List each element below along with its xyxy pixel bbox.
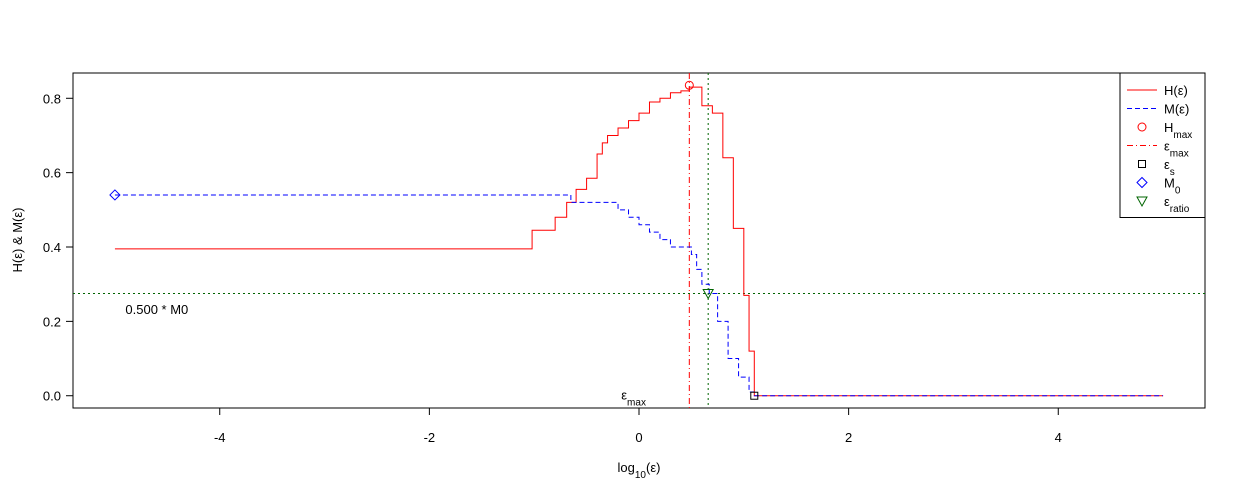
x-tick-label: 4 — [1055, 430, 1062, 445]
series-line — [114, 86, 1164, 397]
legend-label-main: ε — [1164, 194, 1170, 209]
y-tick-label: 0.8 — [43, 91, 61, 106]
legend-box — [1119, 72, 1206, 218]
legend-label-main: H(ε) — [1164, 83, 1188, 98]
legend-label: εmax — [1164, 139, 1189, 160]
legend-label-main: M(ε) — [1164, 102, 1189, 117]
legend-label-main: ε — [1164, 157, 1170, 172]
legend-label: εs — [1164, 157, 1175, 178]
legend-label-sub: s — [1170, 167, 1175, 178]
annotation-main: ε — [621, 388, 627, 403]
annotation-sub: max — [627, 397, 646, 408]
legend-swatch — [1136, 176, 1148, 189]
legend-label: M0 — [1164, 176, 1181, 197]
legend-swatch — [1137, 122, 1147, 132]
legend-label-sub: max — [1173, 130, 1192, 141]
x-axis-label-sub: 10 — [635, 470, 647, 481]
y-tick-label: 0.4 — [43, 240, 61, 255]
marker — [109, 189, 121, 201]
y-axis-label: H(ε) & M(ε) — [10, 207, 25, 272]
x-tick-label: -4 — [214, 430, 226, 445]
x-axis-label-main: log — [618, 460, 635, 475]
legend-label: H(ε) — [1164, 83, 1188, 98]
marker — [684, 80, 694, 90]
y-tick-label: 0.0 — [43, 389, 61, 404]
x-tick-label: -2 — [424, 430, 436, 445]
legend-label-sub: 0 — [1175, 185, 1181, 196]
series-line — [114, 194, 1164, 397]
legend-label-main: ε — [1164, 139, 1170, 154]
x-axis-label-tail: (ε) — [646, 460, 660, 475]
legend-label-main: H — [1164, 120, 1173, 135]
legend-label-sub: max — [1170, 148, 1189, 159]
marker — [750, 391, 759, 400]
marker — [702, 288, 715, 300]
x-tick-label: 0 — [635, 430, 642, 445]
legend-label-sub: ratio — [1170, 204, 1190, 215]
legend-label: εratio — [1164, 194, 1190, 215]
annotation: εmax — [621, 388, 646, 409]
legend-swatch — [1138, 160, 1146, 168]
x-axis-label: log10(ε) — [618, 460, 661, 481]
annotation-main: 0.500 * M0 — [125, 302, 188, 317]
legend-swatch — [1136, 196, 1148, 208]
plot-frame — [72, 72, 1206, 409]
annotation: 0.500 * M0 — [125, 302, 188, 317]
legend-label: M(ε) — [1164, 102, 1189, 117]
legend-label-main: M — [1164, 176, 1175, 191]
y-tick-label: 0.6 — [43, 166, 61, 181]
legend-label: Hmax — [1164, 120, 1192, 141]
x-tick-label: 2 — [845, 430, 852, 445]
y-tick-label: 0.2 — [43, 314, 61, 329]
